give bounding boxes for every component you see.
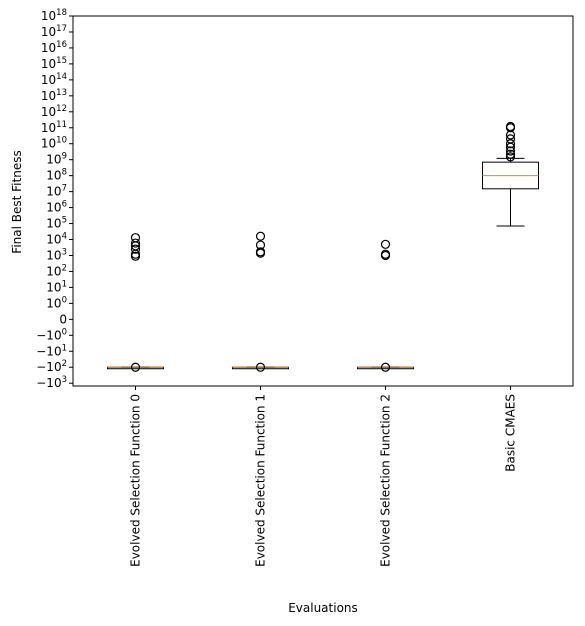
flier-point <box>130 233 141 243</box>
box-3 <box>482 121 539 227</box>
x-tick-label: Evolved Selection Function 0 <box>129 394 143 567</box>
x-axis-label: Evaluations <box>288 601 358 615</box>
flier-point <box>380 239 391 249</box>
flier-point <box>255 362 266 372</box>
x-tick-label: Evolved Selection Function 2 <box>379 394 393 567</box>
y-tick-label: 1016 <box>41 40 67 55</box>
flier-point <box>130 238 141 248</box>
y-tick-label: 105 <box>46 216 67 231</box>
flier-point <box>255 247 266 257</box>
y-tick-label: 103 <box>46 247 67 262</box>
y-tick-label: 0 <box>59 312 67 326</box>
y-tick-label: 100 <box>46 295 67 310</box>
flier-point <box>255 231 266 241</box>
flier-point <box>505 146 516 156</box>
box-2 <box>357 239 414 372</box>
y-tick-label: 107 <box>46 184 67 199</box>
y-tick-label: 108 <box>46 168 67 183</box>
y-axis: −103−102−101−100010010110210310410510610… <box>36 8 73 390</box>
y-tick-label: 1014 <box>41 72 67 87</box>
y-tick-label: 106 <box>46 200 67 215</box>
y-tick-label: 104 <box>46 232 67 247</box>
flier-point <box>130 362 141 372</box>
flier-point <box>505 139 516 149</box>
y-tick-label: 1017 <box>41 24 67 39</box>
y-tick-label: 102 <box>46 263 67 278</box>
flier-point <box>505 152 516 162</box>
y-tick-label: 1013 <box>41 88 67 103</box>
y-tick-label: 1018 <box>41 8 67 23</box>
x-axis: Evolved Selection Function 0 Evolved Sele… <box>129 386 518 567</box>
y-tick-label: 1010 <box>41 136 67 151</box>
flier-point <box>130 244 141 254</box>
y-tick-label: 1015 <box>41 56 67 71</box>
flier-point <box>255 240 266 250</box>
box-0 <box>107 233 164 372</box>
y-tick-label: −100 <box>36 327 67 342</box>
y-tick-label: 1011 <box>41 120 67 135</box>
flier-point <box>505 121 516 132</box>
plot-frame <box>72 15 574 387</box>
x-tick-label: Basic CMAES <box>504 394 518 472</box>
flier-point <box>505 134 516 144</box>
plot-area <box>72 15 574 387</box>
y-tick-label: 1012 <box>41 104 67 119</box>
flier-point <box>505 149 516 159</box>
flier-point <box>380 362 391 372</box>
flier-point <box>380 249 391 259</box>
box-1 <box>232 231 289 372</box>
y-tick-label: −103 <box>36 375 67 390</box>
y-tick-label: 101 <box>46 279 67 294</box>
y-tick-label: −101 <box>36 343 67 358</box>
y-tick-label: −102 <box>36 359 67 374</box>
y-axis-label: Final Best Fitness <box>10 150 24 253</box>
x-tick-label: Evolved Selection Function 1 <box>254 394 268 567</box>
y-tick-label: 109 <box>46 152 67 167</box>
